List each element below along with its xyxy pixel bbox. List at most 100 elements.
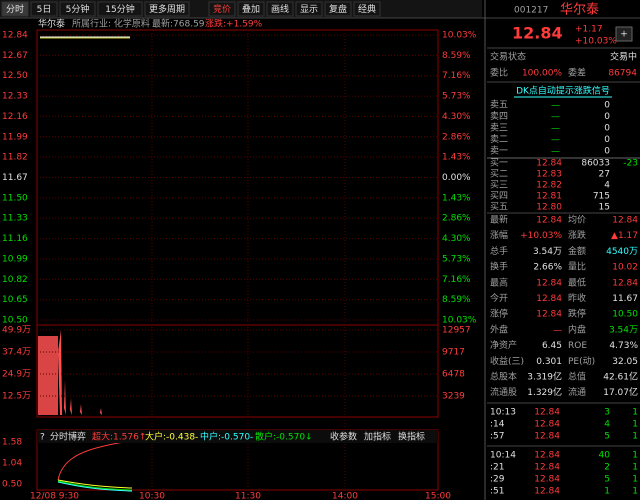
bid-volume: 86033 — [581, 159, 610, 169]
tick-count: 1 — [632, 420, 638, 430]
stat-value: 3.319亿 — [527, 371, 562, 383]
tick-price: 12.84 — [534, 432, 560, 442]
pct-label: 7.16% — [442, 275, 471, 285]
toolbar-label[interactable]: 叠加 — [242, 4, 260, 15]
ask-label: 卖二 — [490, 134, 508, 145]
toolbar-label[interactable]: 分时 — [6, 3, 24, 15]
stat-label: 最新 — [490, 214, 508, 226]
stat-value: 12.84 — [536, 294, 562, 304]
stat-label: 最低 — [568, 276, 586, 288]
price-label: 11.50 — [2, 193, 28, 203]
toolbar-label[interactable]: 5日 — [37, 4, 52, 15]
stat-value: 6.45 — [542, 341, 562, 351]
toolbar-button[interactable] — [324, 1, 352, 17]
price-label: 10.82 — [2, 275, 28, 285]
tick-count: 1 — [632, 475, 638, 485]
stat-value: +10.03% — [520, 231, 562, 241]
ask-volume: 0 — [604, 135, 610, 145]
stat-label: 总股本 — [490, 371, 517, 383]
toolbar-button[interactable] — [97, 1, 143, 17]
indicator-button[interactable]: 换指标 — [398, 431, 425, 443]
add-button-label[interactable]: + — [620, 30, 628, 40]
indicator-name: 分时博弈 — [50, 431, 86, 443]
toolbar-label[interactable]: 更多周期 — [149, 3, 185, 15]
toolbar-button[interactable] — [353, 1, 381, 17]
tick-count: 1 — [632, 451, 638, 461]
toolbar-button[interactable] — [1, 1, 29, 17]
bid-volume: 15 — [599, 203, 610, 213]
pct-label: 10.03% — [442, 316, 477, 326]
price-label: 12.33 — [2, 92, 28, 102]
indicator-button[interactable]: 加指标 — [364, 431, 391, 443]
pct-label: 8.59% — [442, 51, 471, 61]
toolbar-label[interactable]: 经典 — [358, 3, 376, 15]
toolbar-button[interactable] — [266, 1, 294, 17]
bid-price: 12.80 — [536, 203, 562, 213]
price-label: 11.16 — [2, 234, 28, 244]
stat-value: 12.84 — [536, 216, 562, 226]
toolbar-button[interactable] — [295, 1, 323, 17]
time-label: 10:30 — [139, 492, 165, 500]
change-pct: +10.03% — [575, 37, 617, 47]
stat-label: 今开 — [490, 292, 508, 304]
toolbar-button[interactable] — [144, 1, 190, 17]
price-label: 12.84 — [2, 31, 28, 41]
toolbar-button[interactable] — [59, 1, 96, 17]
tick-price: 12.84 — [534, 451, 560, 461]
ask-price: — — [551, 135, 560, 145]
toolbar-label[interactable]: 画线 — [271, 3, 289, 15]
indicator-button[interactable]: 收参数 — [330, 431, 357, 443]
tick-time: :14 — [490, 420, 505, 430]
toolbar-label[interactable]: 竞价 — [213, 3, 231, 15]
tick-price: 12.84 — [534, 463, 560, 473]
industry: 所属行业: 化学原料 — [72, 18, 150, 30]
tick-time: :51 — [490, 487, 504, 497]
stat-value: — — [553, 325, 562, 335]
toolbar-button[interactable] — [30, 1, 58, 17]
stat-label: 昨收 — [568, 292, 586, 304]
stat-value: 12.84 — [536, 310, 562, 320]
stat-label: 收益(三) — [490, 355, 524, 367]
ask-volume: 0 — [604, 124, 610, 134]
pct-label: 4.30% — [442, 234, 471, 244]
ask-price: — — [551, 147, 560, 157]
indicator-line-cyan — [57, 481, 133, 492]
tick-time: 10:14 — [490, 451, 516, 461]
stat-label: 流通 — [568, 386, 586, 398]
price-label: 11.82 — [2, 153, 28, 163]
add-button[interactable] — [615, 26, 633, 42]
volume-bars — [38, 336, 58, 415]
price-label: 11.33 — [2, 214, 28, 224]
price-label: 10.99 — [2, 254, 28, 264]
status-label: 交易状态 — [490, 51, 526, 63]
bid-label: 买一 — [490, 158, 508, 169]
stock-code: 001217 — [514, 6, 548, 16]
bid-change: -23 — [623, 159, 638, 169]
bid-label: 买四 — [490, 191, 508, 202]
stat-label: 涨幅 — [490, 229, 508, 241]
signal-link[interactable]: DK点自动提示涨跌信号 — [516, 85, 610, 97]
price-label: 12.67 — [2, 51, 28, 61]
volume-label: 37.4万 — [2, 348, 31, 358]
toolbar-label[interactable]: 15分钟 — [105, 3, 134, 15]
volume-label: 9717 — [442, 348, 465, 358]
stat-value: 10.02 — [612, 263, 638, 273]
stat-label: 流通股 — [490, 386, 517, 398]
ratio: 100.00% — [522, 69, 562, 79]
toolbar-label[interactable]: 显示 — [300, 4, 318, 15]
help[interactable]: ? — [40, 433, 45, 443]
volume-label: 12957 — [442, 326, 471, 336]
pct-label: 10.03% — [442, 31, 477, 41]
ask-label: 卖四 — [490, 111, 508, 122]
volume-label: 49.9万 — [2, 326, 31, 336]
toolbar-label[interactable]: 5分钟 — [66, 3, 90, 15]
stat-label: 总手 — [490, 245, 508, 257]
toolbar-label[interactable]: 复盘 — [329, 3, 347, 15]
time-label: 12/08 9:30 — [30, 492, 79, 500]
indicator-bar — [37, 430, 438, 443]
toolbar-button[interactable] — [237, 1, 265, 17]
tick-time: :57 — [490, 432, 504, 442]
bid-label: 买五 — [490, 202, 508, 213]
toolbar-button[interactable] — [208, 1, 236, 17]
price-label: 12.50 — [2, 71, 28, 81]
